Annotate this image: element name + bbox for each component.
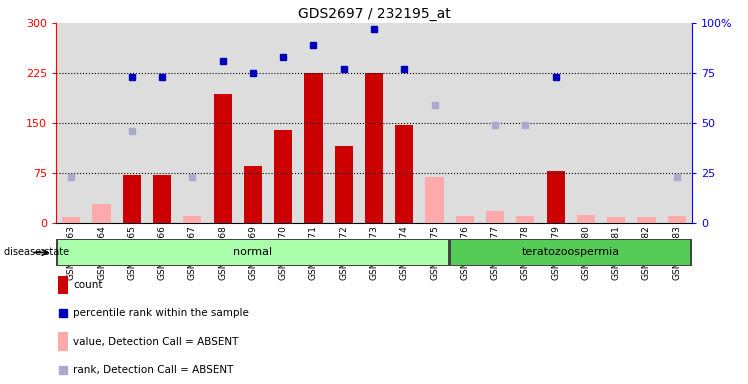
Text: normal: normal <box>233 247 272 258</box>
Bar <box>58 240 448 265</box>
Bar <box>207 23 238 223</box>
Bar <box>268 23 298 223</box>
Bar <box>58 276 68 294</box>
Bar <box>662 23 692 223</box>
Bar <box>480 23 510 223</box>
Bar <box>56 23 86 223</box>
Bar <box>631 23 662 223</box>
Bar <box>450 23 480 223</box>
Bar <box>420 23 450 223</box>
Bar <box>395 125 414 223</box>
Bar <box>177 23 207 223</box>
Bar <box>426 177 444 223</box>
Text: disease state: disease state <box>4 247 69 258</box>
Bar <box>328 23 359 223</box>
Bar <box>238 23 268 223</box>
Bar <box>359 23 389 223</box>
Bar <box>601 23 631 223</box>
Bar <box>298 23 328 223</box>
Bar <box>93 204 111 223</box>
Bar <box>334 146 353 223</box>
Bar <box>153 175 171 223</box>
Bar <box>117 23 147 223</box>
Bar <box>123 175 141 223</box>
Text: count: count <box>73 280 102 290</box>
Text: rank, Detection Call = ABSENT: rank, Detection Call = ABSENT <box>73 365 233 375</box>
Bar <box>668 216 686 223</box>
Bar <box>571 23 601 223</box>
Bar <box>274 129 292 223</box>
Bar <box>510 23 541 223</box>
Bar <box>516 216 535 223</box>
Bar <box>244 166 262 223</box>
Bar <box>637 217 655 223</box>
Bar <box>607 217 625 223</box>
Bar <box>541 23 571 223</box>
Title: GDS2697 / 232195_at: GDS2697 / 232195_at <box>298 7 450 21</box>
Text: value, Detection Call = ABSENT: value, Detection Call = ABSENT <box>73 336 239 346</box>
Bar <box>58 333 68 351</box>
Bar <box>577 215 595 223</box>
Bar <box>547 171 565 223</box>
Bar <box>304 73 322 223</box>
Bar <box>86 23 117 223</box>
Bar <box>62 217 80 223</box>
Bar <box>365 73 383 223</box>
Bar <box>456 216 474 223</box>
Text: percentile rank within the sample: percentile rank within the sample <box>73 308 249 318</box>
Bar <box>183 216 201 223</box>
Bar <box>213 94 232 223</box>
Bar <box>389 23 420 223</box>
Text: teratozoospermia: teratozoospermia <box>522 247 620 258</box>
Bar <box>147 23 177 223</box>
Bar <box>451 240 690 265</box>
Bar <box>486 211 504 223</box>
